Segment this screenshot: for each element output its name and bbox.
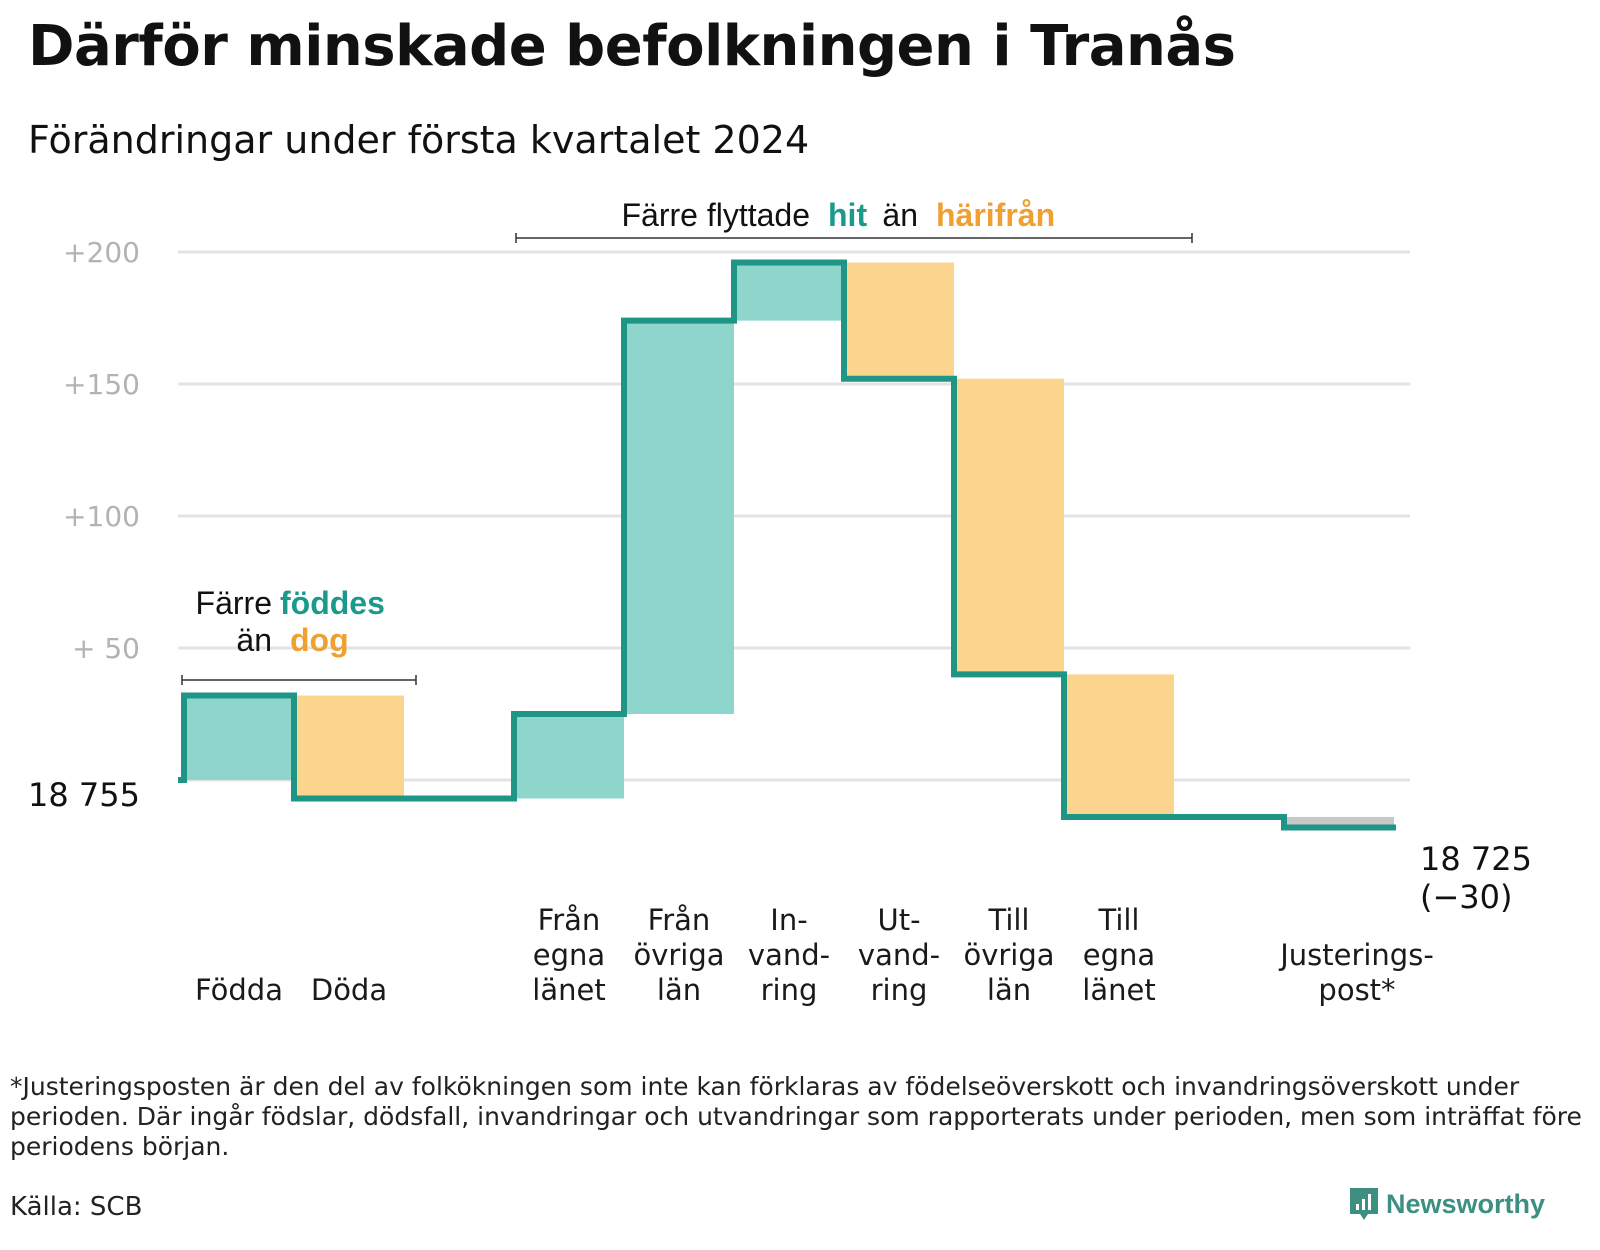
category-labels: Födda DödaFrånegnalänetFrånövrigalänIn-va… xyxy=(195,903,1434,1007)
category-label: Födda xyxy=(195,973,283,1007)
y-tick-label: +150 xyxy=(63,368,140,401)
end-change-label: (−30) xyxy=(1420,878,1513,916)
bars xyxy=(184,262,1394,828)
start-value-label: 18 755 xyxy=(28,776,140,814)
category-label: vand- xyxy=(858,938,940,972)
births-annotation-highlight-1: föddes xyxy=(280,585,385,621)
births-bracket xyxy=(181,675,417,685)
moves-annotation-text-2: än xyxy=(882,197,918,233)
category-label: ring xyxy=(761,973,818,1007)
births-annotation: Färre föddes än dog xyxy=(181,585,417,685)
waterfall-chart: +200+150+100+ 50 Födda DödaFrånegnalänetF… xyxy=(28,197,1532,1007)
y-axis-ticks: +200 +150 +100 + 50 xyxy=(63,236,140,665)
footnote: *Justeringsposten är den del av folkökni… xyxy=(10,1072,1582,1161)
bar-justeringspost- xyxy=(1284,816,1394,828)
moves-annotation: Färre flyttade hit än härifrån xyxy=(515,197,1193,243)
category-label: Döda xyxy=(311,973,387,1007)
category-label: Till xyxy=(1098,903,1140,937)
category-label: länet xyxy=(532,973,605,1007)
category-label: post* xyxy=(1318,973,1395,1007)
moves-bracket xyxy=(515,233,1193,243)
category-label: län xyxy=(987,973,1031,1007)
bar-invandring xyxy=(734,262,844,321)
newsworthy-logo-icon xyxy=(1350,1188,1378,1220)
bar-från-egna-länet xyxy=(514,714,624,799)
category-label: egna xyxy=(533,938,605,972)
category-label: vand- xyxy=(748,938,830,972)
births-annotation-text-1: Färre xyxy=(196,585,272,621)
brand-name: Newsworthy xyxy=(1386,1188,1546,1219)
y-tick-label: +200 xyxy=(63,236,140,269)
category-label: In- xyxy=(770,903,807,937)
y-tick-label: +100 xyxy=(63,500,140,533)
category-label: övriga xyxy=(963,938,1054,972)
category-label: Till xyxy=(988,903,1030,937)
y-tick-label: + 50 xyxy=(72,632,140,665)
chart-title: Därför minskade befolkningen i Tranås xyxy=(28,14,1236,79)
end-value-label: 18 725 xyxy=(1420,840,1532,878)
bar-till-övriga-län xyxy=(954,378,1064,675)
births-annotation-text-2: än xyxy=(236,622,272,658)
category-label: ring xyxy=(871,973,928,1007)
category-label: Ut- xyxy=(877,903,920,937)
bar-födda xyxy=(184,695,294,780)
source-label: Källa: SCB xyxy=(10,1192,143,1222)
bar-från-övriga-län xyxy=(624,320,734,714)
category-label: länet xyxy=(1082,973,1155,1007)
chart-subtitle: Förändringar under första kvartalet 2024 xyxy=(28,118,810,162)
category-label: Från xyxy=(648,903,711,937)
category-label: Justerings- xyxy=(1278,938,1434,972)
moves-annotation-text-1: Färre flyttade xyxy=(621,197,810,233)
category-label: län xyxy=(657,973,701,1007)
moves-annotation-highlight-2: härifrån xyxy=(936,197,1055,233)
births-annotation-highlight-2: dog xyxy=(290,622,349,658)
category-label: Från xyxy=(538,903,601,937)
bar-döda xyxy=(294,695,404,799)
category-label: övriga xyxy=(633,938,724,972)
cumulative-step-line xyxy=(178,259,1396,831)
moves-annotation-highlight-1: hit xyxy=(828,197,867,233)
bar-till-egna-länet xyxy=(1064,674,1174,817)
category-label: egna xyxy=(1083,938,1155,972)
brand-logo: Newsworthy xyxy=(1348,1186,1545,1222)
bar-utvandring xyxy=(844,262,954,379)
